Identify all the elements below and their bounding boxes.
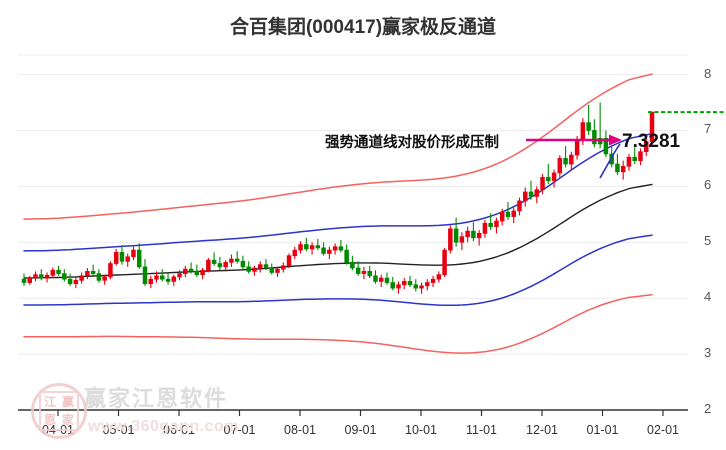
annotation-arrow xyxy=(526,134,622,179)
x-tick-10-01: 10-01 xyxy=(405,423,437,437)
stamp-char-0: 江 xyxy=(43,395,56,409)
price-label: 7.3281 xyxy=(622,131,681,152)
candlestick-series xyxy=(21,102,655,294)
stamp-char-2: 恩 xyxy=(43,413,56,427)
y-tick-6: 6 xyxy=(704,177,712,193)
brand-stamp-inner: 江 赢 恩 家 xyxy=(39,391,79,431)
x-tick-08-01: 08-01 xyxy=(284,423,316,437)
x-tick-01-01: 01-01 xyxy=(586,423,619,437)
y-tick-2: 2 xyxy=(704,401,712,416)
x-tick-07-01: 07-01 xyxy=(223,423,256,437)
y-tick-4: 4 xyxy=(704,289,712,305)
x-tick-11-01: 11-01 xyxy=(465,423,498,437)
x-tick-12-01: 12-01 xyxy=(526,423,558,437)
x-tick-02-01: 02-01 xyxy=(647,423,679,437)
brand-stamp-icon: 江 赢 恩 家 xyxy=(31,383,87,439)
y-tick-5: 5 xyxy=(704,233,712,249)
gridlines xyxy=(18,54,688,411)
watermark-url: www.360gann.com xyxy=(88,418,239,435)
x-tick-05-01: 05-01 xyxy=(102,423,135,437)
x-tick-06-01: 06-01 xyxy=(163,423,195,437)
stamp-char-3: 家 xyxy=(61,413,74,427)
page-title: 合百集团(000417)赢家极反通道 xyxy=(229,17,497,38)
annotation-label: 强势通道线对股价形成压制 xyxy=(325,135,499,151)
channel-lines xyxy=(23,73,653,354)
x-tick-09-01: 09-01 xyxy=(344,423,377,437)
y-tick-7: 7 xyxy=(704,121,712,137)
y-tick-3: 3 xyxy=(704,345,712,361)
stamp-char-1: 赢 xyxy=(61,395,74,409)
y-tick-8: 8 xyxy=(704,65,712,81)
watermark-brand: 赢家江恩软件 xyxy=(84,386,229,411)
